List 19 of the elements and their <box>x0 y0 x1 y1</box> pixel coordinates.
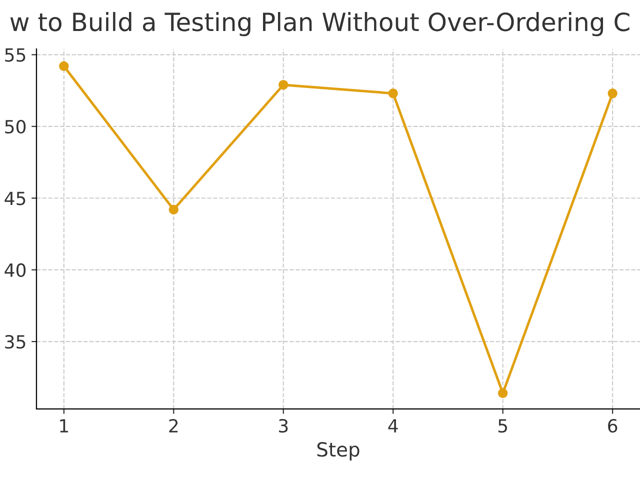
point <box>388 88 398 98</box>
point <box>498 388 508 398</box>
y-tick-label: 35 <box>5 335 26 349</box>
x-tick-label: 5 <box>498 419 508 433</box>
point <box>608 88 618 98</box>
x-tick-label: 6 <box>608 419 618 433</box>
x-tick-label: 3 <box>279 419 288 433</box>
x-tick-label: 1 <box>60 419 68 432</box>
point <box>168 204 179 214</box>
y-tick-label: 50 <box>5 120 26 134</box>
y-tick-label: 40 <box>4 263 26 277</box>
x-tick-label: 2 <box>169 419 178 432</box>
x-tick-label: 4 <box>388 419 398 432</box>
chart-title: w to Build a Testing Plan Without Over-Ordering C <box>10 12 630 36</box>
point <box>59 61 69 72</box>
y-tick-label: 55 <box>5 48 26 62</box>
x-axis-title: Step <box>317 442 360 461</box>
point <box>278 80 288 90</box>
y-tick-label: 45 <box>4 192 26 206</box>
